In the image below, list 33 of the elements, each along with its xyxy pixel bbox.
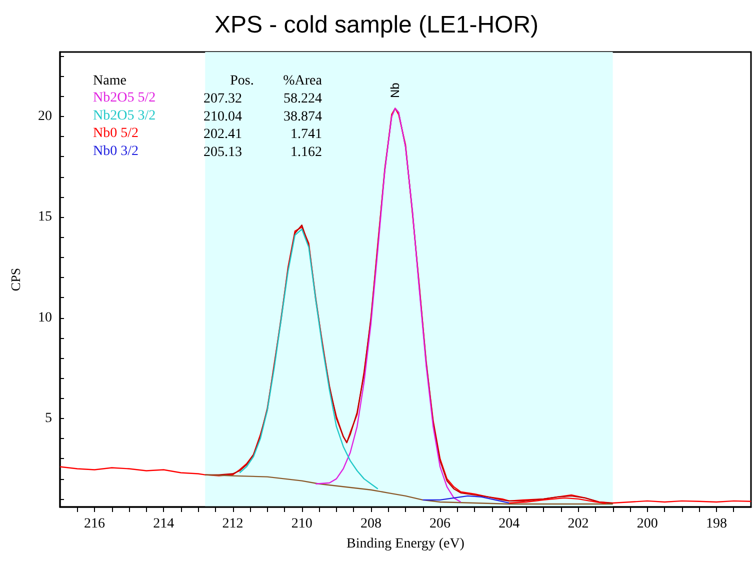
- x-tick-label: 198: [706, 516, 727, 532]
- annotation: 210.04: [204, 109, 242, 124]
- annotation: 38.874: [284, 109, 322, 124]
- annotation: 202.41: [204, 127, 242, 142]
- y-tick-label: 20: [38, 108, 52, 124]
- annotation: Nb: [388, 82, 402, 98]
- x-tick-label: 206: [430, 516, 451, 532]
- x-tick-label: 208: [360, 516, 382, 532]
- x-tick-label: 210: [291, 516, 312, 532]
- text: Nb2O5 3/2: [93, 108, 156, 124]
- x-tick-label: 216: [84, 516, 106, 532]
- y-axis-title: CPS: [8, 268, 23, 292]
- text: Nb2O5 5/2: [93, 90, 156, 106]
- annotation: Pos.: [230, 74, 254, 89]
- x-tick-label: 204: [498, 516, 520, 532]
- x-tick-label: 214: [153, 516, 174, 532]
- y-tick-label: 5: [45, 410, 52, 426]
- x-tick-label: 202: [568, 516, 589, 532]
- x-tick-label: 212: [222, 516, 244, 532]
- y-tick-label: 15: [38, 210, 52, 225]
- y-tick-label: 10: [38, 310, 52, 326]
- legend-title: Name: [93, 74, 126, 89]
- text: Nb0 5/2: [93, 126, 138, 142]
- x-axis-title: Binding Energy (eV): [346, 536, 465, 552]
- annotation: 1.162: [290, 144, 322, 160]
- annotation: 205.13: [204, 144, 242, 160]
- x-tick-label: 200: [636, 516, 658, 532]
- annotation: 207.32: [204, 92, 242, 106]
- chart-title: XPS - cold sample (LE1-HOR): [214, 12, 539, 38]
- annotation: 58.224: [284, 92, 322, 106]
- text: Nb0 3/2: [93, 144, 138, 159]
- annotation: 1.741: [290, 127, 322, 142]
- annotation: %Area: [283, 74, 323, 89]
